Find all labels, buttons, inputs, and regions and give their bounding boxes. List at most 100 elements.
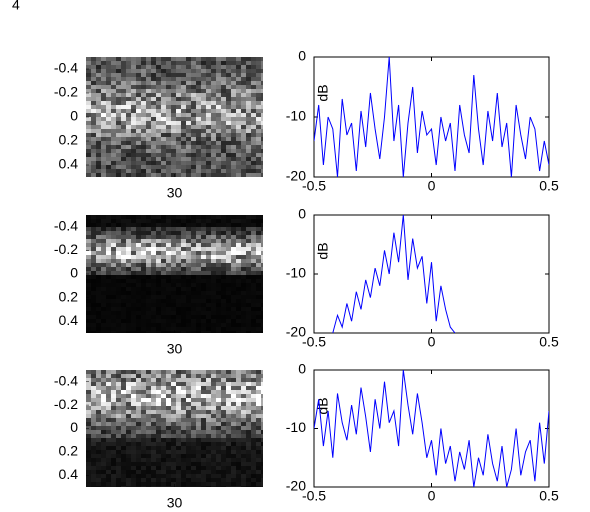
pixel: [251, 85, 256, 89]
pixel: [116, 442, 121, 446]
pixel: [201, 422, 206, 426]
pixel: [176, 271, 181, 275]
pixel: [111, 89, 116, 93]
pixel: [221, 89, 226, 93]
pixel: [216, 251, 221, 255]
pixel: [136, 430, 141, 434]
pixel: [161, 462, 166, 466]
pixel: [261, 239, 263, 243]
pixel: [251, 414, 256, 418]
pixel: [136, 77, 141, 81]
pixel: [156, 390, 161, 394]
pixel: [221, 327, 226, 331]
pixel: [211, 57, 216, 61]
pixel: [151, 255, 156, 259]
pixel: [106, 227, 111, 231]
pixel: [141, 458, 146, 462]
pixel: [251, 109, 256, 113]
pixel: [206, 73, 211, 77]
pixel: [161, 129, 166, 133]
pixel: [166, 61, 171, 65]
pixel: [161, 390, 166, 394]
pixel: [196, 398, 201, 402]
pixel: [116, 478, 121, 482]
pixel: [186, 311, 191, 315]
pixel: [96, 101, 101, 105]
pixel: [176, 390, 181, 394]
pixel: [246, 486, 251, 487]
pixel: [96, 319, 101, 323]
pixel: [231, 295, 236, 299]
pixel: [211, 458, 216, 462]
pixel: [131, 121, 136, 125]
pixel: [151, 319, 156, 323]
pixel: [206, 113, 211, 117]
pixel: [86, 307, 91, 311]
pixel: [146, 105, 151, 109]
pixel: [181, 378, 186, 382]
pixel: [166, 390, 171, 394]
pixel: [101, 450, 106, 454]
pixel: [156, 169, 161, 173]
pixel: [201, 145, 206, 149]
pixel: [136, 73, 141, 77]
pixel: [156, 61, 161, 65]
pixel: [96, 287, 101, 291]
pixel: [221, 319, 226, 323]
pixel: [101, 394, 106, 398]
pixel: [216, 153, 221, 157]
pixel: [206, 85, 211, 89]
pixel: [96, 450, 101, 454]
pixel: [121, 125, 126, 129]
pixel: [176, 414, 181, 418]
pixel: [216, 386, 221, 390]
pixel: [106, 61, 111, 65]
pixel: [171, 470, 176, 474]
pixel: [136, 69, 141, 73]
pixel: [131, 291, 136, 295]
pixel: [106, 462, 111, 466]
pixel: [181, 227, 186, 231]
pixel: [186, 474, 191, 478]
pixel: [111, 141, 116, 145]
pixel: [101, 299, 106, 303]
pixel: [231, 85, 236, 89]
pixel: [121, 303, 126, 307]
pixel: [146, 149, 151, 153]
pixel: [91, 263, 96, 267]
pixel: [191, 105, 196, 109]
pixel: [216, 263, 221, 267]
pixel: [196, 482, 201, 486]
pixel: [116, 129, 121, 133]
pixel: [231, 117, 236, 121]
pixel: [261, 81, 263, 85]
pixel: [261, 470, 263, 474]
pixel: [146, 215, 151, 219]
pixel: [221, 482, 226, 486]
x-tick-label: -0.5: [302, 178, 326, 194]
pixel: [241, 438, 246, 442]
pixel: [256, 370, 261, 374]
pixel: [136, 165, 141, 169]
pixel: [206, 462, 211, 466]
pixel: [181, 165, 186, 169]
pixel: [111, 113, 116, 117]
pixel: [186, 97, 191, 101]
pixel: [181, 315, 186, 319]
pixel: [106, 394, 111, 398]
pixel: [186, 223, 191, 227]
pixel: [201, 470, 206, 474]
pixel: [166, 129, 171, 133]
pixel: [226, 450, 231, 454]
pixel: [196, 69, 201, 73]
pixel: [161, 259, 166, 263]
pixel: [226, 173, 231, 177]
pixel: [131, 247, 136, 251]
pixel: [231, 474, 236, 478]
pixel: [151, 251, 156, 255]
pixel: [156, 470, 161, 474]
pixel: [146, 295, 151, 299]
pixel: [201, 137, 206, 141]
pixel: [251, 145, 256, 149]
pixel: [96, 418, 101, 422]
